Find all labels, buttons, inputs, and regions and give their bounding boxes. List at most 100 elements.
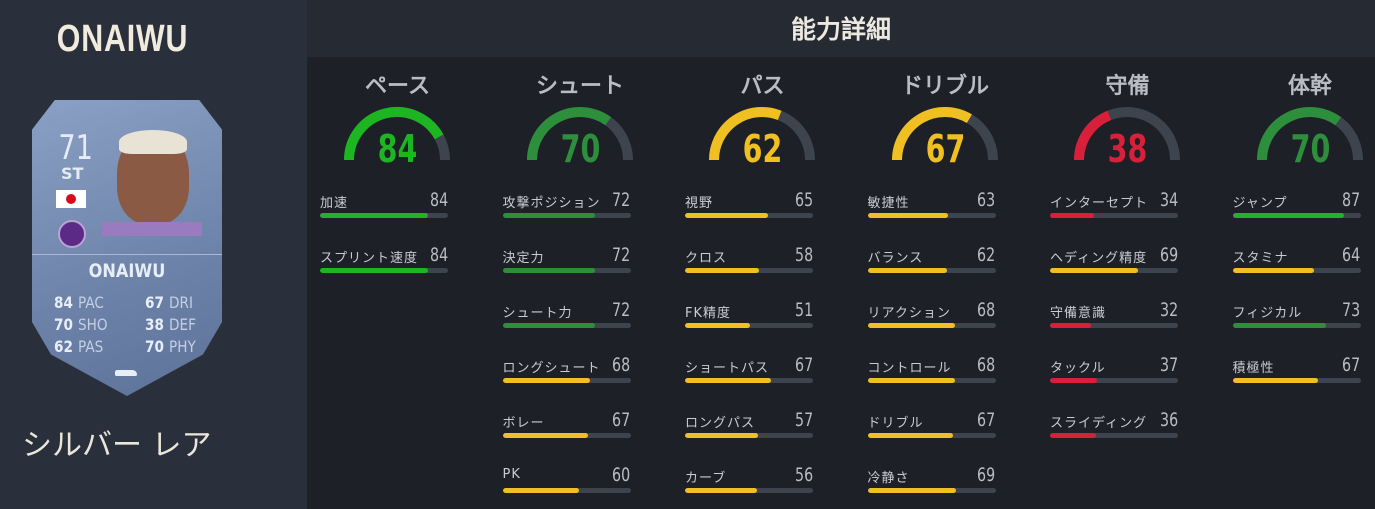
attribute-label: ドリブル	[867, 416, 924, 431]
card-stat-dri: 67 DRI	[145, 293, 193, 312]
attribute-bar-fill	[1050, 268, 1139, 273]
card-stat-phy: 70 PHY	[145, 337, 196, 356]
attribute-label: カーブ	[685, 471, 727, 486]
attribute-row: カーブ 56	[685, 464, 813, 497]
card-stat-key: PAS	[78, 337, 104, 356]
card-stat-pas: 62 PAS	[54, 337, 103, 356]
attribute-row: リアクション 68	[867, 299, 996, 332]
attribute-value: 69	[1159, 244, 1178, 266]
card-stat-value: 67	[145, 293, 164, 312]
attribute-label: コントロール	[867, 361, 952, 376]
player-card[interactable]: 71 ST ONAIWU 84 PAC 70 SHO 62 PAS 67 DRI 38 DEF 70…	[32, 100, 222, 396]
category-title: ペース	[365, 74, 430, 99]
attribute-value: 51	[794, 299, 813, 321]
attribute-value: 72	[612, 189, 631, 211]
attribute-value: 63	[977, 189, 996, 211]
attribute-value: 36	[1159, 409, 1178, 431]
player-name: ONAIWU	[56, 18, 189, 60]
attribute-bar	[502, 433, 631, 438]
attribute-value: 56	[794, 464, 813, 486]
attribute-label: 決定力	[502, 251, 545, 266]
attribute-bar-fill	[867, 378, 955, 383]
attribute-bar	[1232, 213, 1361, 218]
attribute-label: クロス	[685, 251, 728, 266]
attribute-label: 加速	[320, 196, 349, 211]
attribute-value: 87	[1342, 189, 1361, 211]
attribute-bar	[1050, 323, 1178, 328]
attribute-bar-fill	[502, 268, 595, 273]
gauge-fill	[891, 107, 972, 161]
attribute-label: ショートパス	[685, 361, 770, 376]
attribute-bar-fill	[1050, 323, 1091, 328]
attribute-row: ヘディング精度 69	[1050, 244, 1178, 277]
attribute-row: スプリント速度 84	[320, 244, 448, 277]
attribute-label: バランス	[867, 251, 924, 266]
card-stat-key: DEF	[169, 315, 196, 334]
attribute-label: リアクション	[867, 306, 951, 321]
attribute-bar-fill	[1050, 213, 1094, 218]
category-title: 守備	[1105, 74, 1150, 99]
header: 能力詳細	[307, 0, 1375, 57]
card-stat-value: 62	[54, 337, 73, 356]
attribute-bar	[502, 378, 631, 383]
attribute-row: 加速 84	[320, 189, 448, 222]
attribute-value: 37	[1159, 354, 1178, 376]
attribute-bar-fill	[1232, 323, 1326, 328]
card-stat-key: DRI	[169, 293, 193, 312]
attribute-bar-fill	[685, 378, 771, 383]
card-stat-key: SHO	[78, 315, 108, 334]
attribute-bar	[502, 323, 631, 328]
card-stat-value: 70	[54, 315, 73, 334]
attribute-row: 冷静さ 69	[867, 464, 996, 497]
category-gauge	[891, 107, 998, 161]
category-title: シュート	[535, 74, 624, 99]
attribute-row: 決定力 72	[502, 244, 631, 277]
attribute-value: 68	[977, 354, 996, 376]
attribute-bar	[502, 488, 631, 493]
attribute-bar	[867, 488, 996, 493]
attribute-value: 60	[612, 464, 631, 486]
attribute-label: 積極性	[1232, 361, 1275, 376]
attribute-bar	[685, 268, 813, 273]
attribute-label: 守備意識	[1050, 306, 1107, 321]
gauge-fill	[1256, 107, 1341, 161]
attribute-bar-fill	[1232, 378, 1319, 383]
attribute-label: ボレー	[502, 416, 545, 431]
attribute-label: ジャンプ	[1232, 196, 1288, 211]
gauge-fill	[526, 107, 611, 161]
attribute-value: 67	[794, 354, 813, 376]
attribute-row: ショートパス 67	[685, 354, 813, 387]
attribute-value: 84	[429, 244, 448, 266]
gauge-fill	[1074, 110, 1112, 161]
attribute-bar-fill	[685, 433, 758, 438]
attribute-value: 72	[612, 299, 631, 321]
category-value: 70	[1290, 127, 1330, 171]
attribute-bar	[867, 268, 996, 273]
attribute-bar-fill	[867, 433, 954, 438]
attribute-row: インターセプト 34	[1050, 189, 1178, 222]
attribute-value: 58	[794, 244, 813, 266]
attribute-row: FK精度 51	[685, 299, 813, 332]
attribute-value: 67	[977, 409, 996, 431]
attribute-label: 冷静さ	[867, 471, 910, 486]
attribute-bar-fill	[685, 488, 757, 493]
attribute-bar-fill	[685, 268, 760, 273]
attribute-value: 57	[794, 409, 813, 431]
attribute-value: 69	[977, 464, 996, 486]
category-value: 38	[1107, 127, 1148, 171]
card-stat-key: PAC	[78, 293, 104, 312]
card-stat-value: 38	[145, 315, 164, 334]
attribute-row: PK 60	[502, 464, 631, 497]
attribute-bar-fill	[1232, 268, 1315, 273]
card-stat-value: 84	[54, 293, 73, 312]
gauge-fill	[709, 107, 782, 161]
attribute-bar-fill	[867, 268, 947, 273]
attribute-bar	[320, 213, 448, 218]
attribute-bar	[1050, 378, 1178, 383]
attribute-bar-fill	[320, 268, 428, 273]
boot-icon	[115, 370, 137, 376]
category-value: 84	[377, 127, 418, 171]
attribute-row: ボレー 67	[502, 409, 631, 442]
attribute-label: タックル	[1050, 361, 1106, 376]
attribute-bar-fill	[502, 213, 595, 218]
